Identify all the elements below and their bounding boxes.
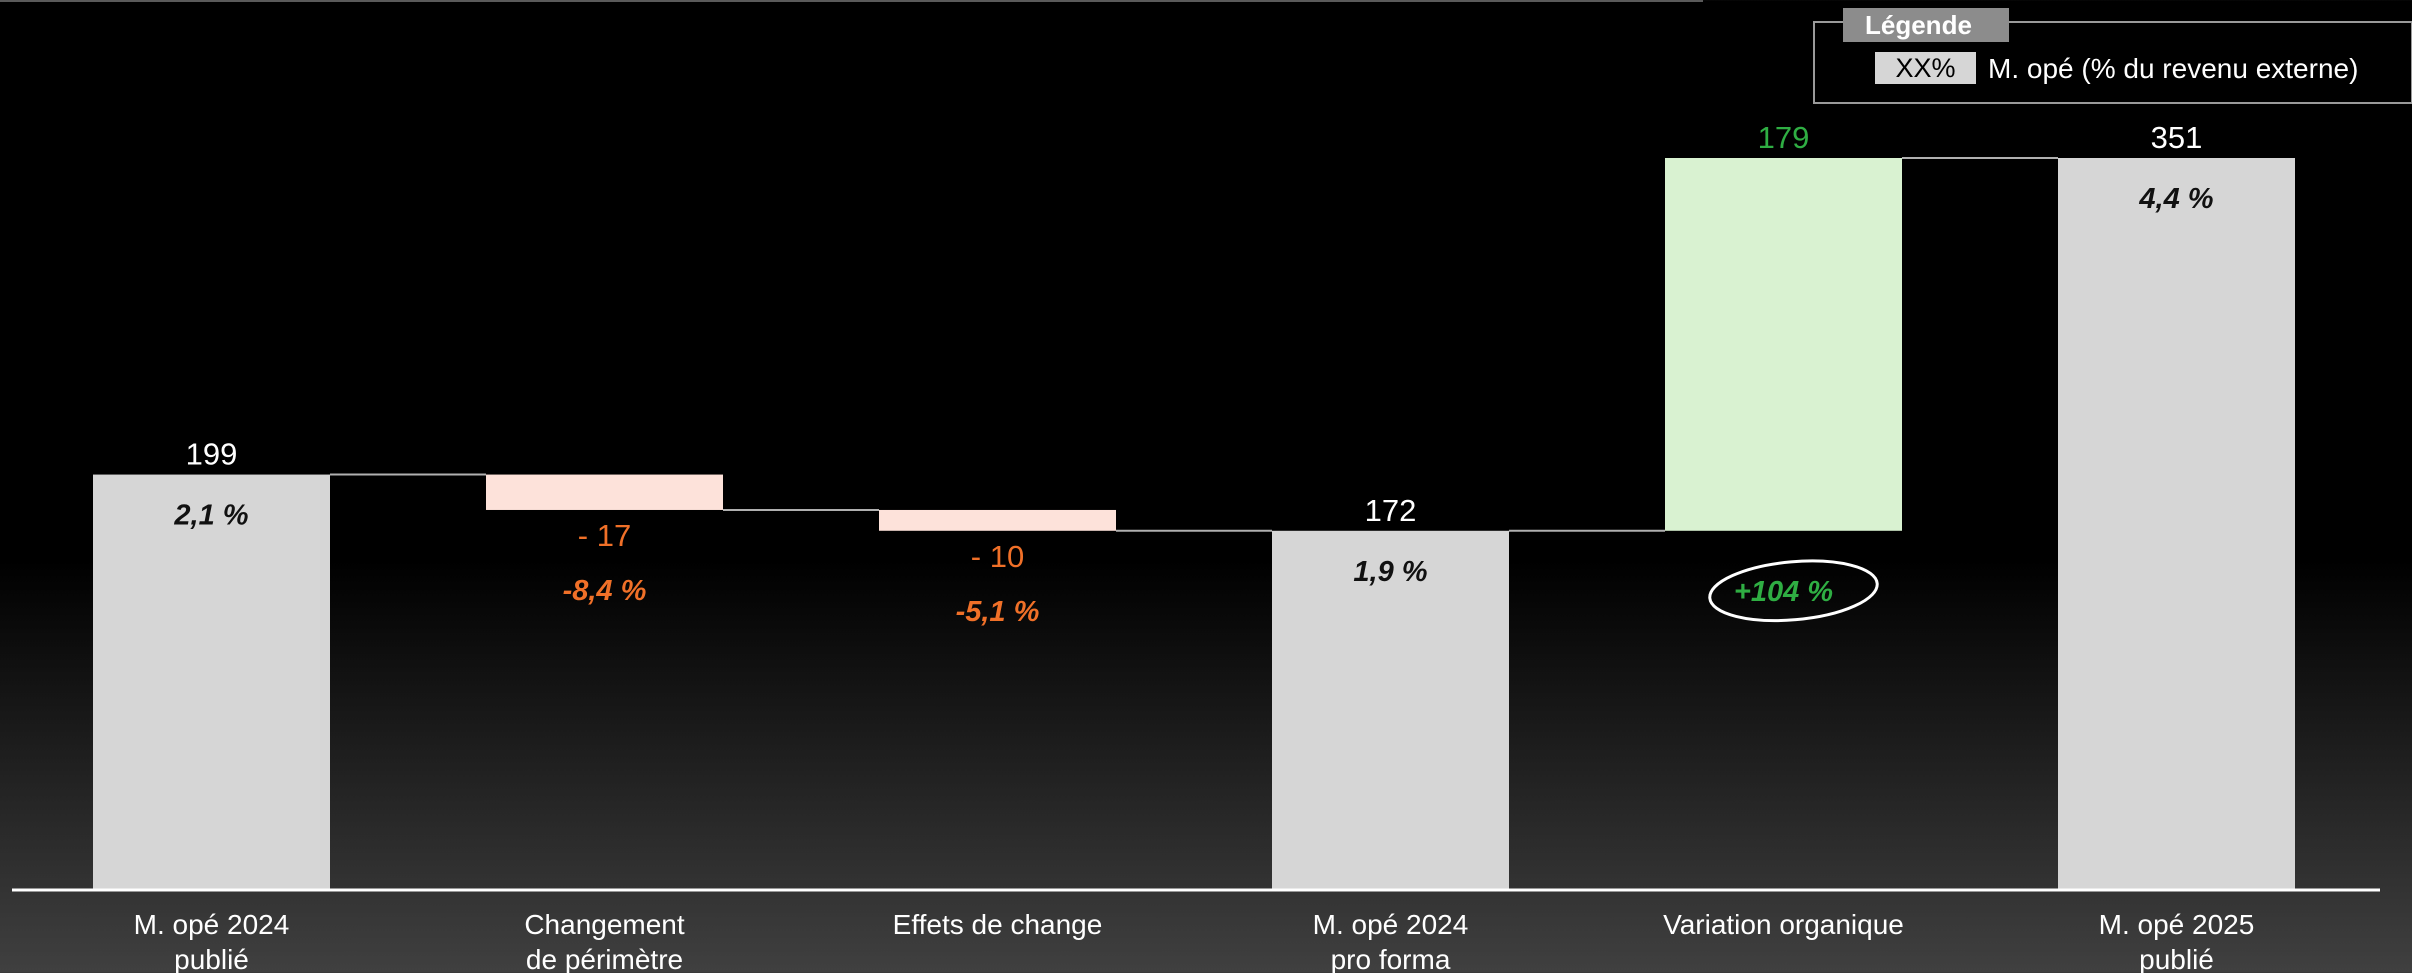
value-label-5: 351 — [2151, 120, 2203, 155]
value-label-0: 199 — [186, 437, 238, 472]
value-label-1: - 17 — [578, 518, 631, 553]
value-label-4: 179 — [1758, 120, 1810, 155]
value-label-3: 172 — [1365, 493, 1417, 528]
bar-3 — [1272, 530, 1509, 889]
category-label-3: pro forma — [1331, 944, 1451, 973]
category-label-0: M. opé 2024 — [134, 909, 290, 940]
top-rule — [0, 0, 1703, 2]
legend-description: M. opé (% du revenu externe) — [1988, 53, 2359, 84]
pct-label-3: 1,9 % — [1353, 556, 1427, 588]
category-label-1: de périmètre — [526, 944, 683, 973]
category-label-5: M. opé 2025 — [2099, 909, 2255, 940]
category-label-0: publié — [174, 944, 249, 973]
pct-label-4: +104 % — [1734, 576, 1833, 608]
bar-4 — [1665, 158, 1902, 531]
value-label-2: - 10 — [971, 539, 1024, 574]
category-label-1: Changement — [524, 909, 685, 940]
pct-label-2: -5,1 % — [956, 596, 1040, 628]
bar-5 — [2058, 158, 2295, 889]
bar-1 — [486, 474, 723, 510]
category-label-5: publié — [2139, 944, 2214, 973]
bar-2 — [879, 509, 1116, 531]
pct-label-5: 4,4 % — [2138, 183, 2213, 215]
legend-swatch: XX% — [1875, 52, 1976, 84]
pct-label-1: -8,4 % — [563, 575, 647, 607]
bar-0 — [93, 474, 330, 889]
category-label-2: Effets de change — [893, 909, 1103, 940]
category-label-3: M. opé 2024 — [1313, 909, 1469, 940]
legend-title: Légende — [1843, 8, 2009, 42]
highlight-circle — [1708, 559, 1879, 623]
category-label-4: Variation organique — [1663, 909, 1904, 940]
pct-label-0: 2,1 % — [173, 500, 248, 532]
